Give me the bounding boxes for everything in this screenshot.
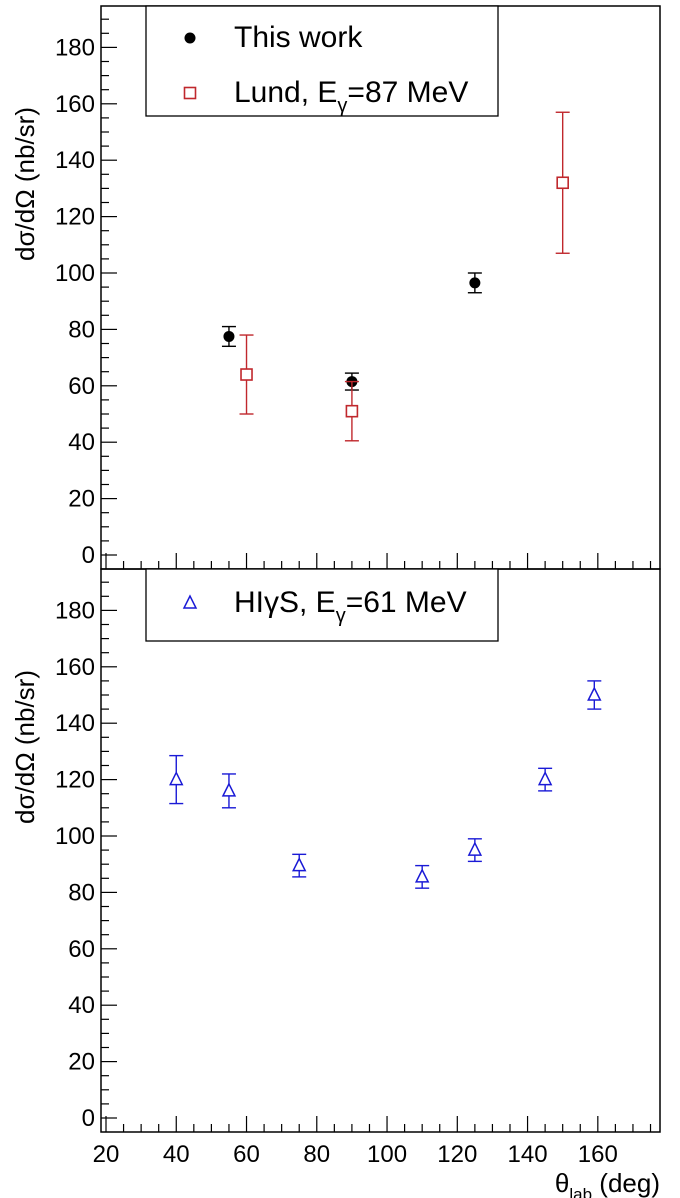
x-tick-label: 120 xyxy=(437,1141,477,1168)
y-tick-label: 0 xyxy=(82,1105,95,1132)
y-axis-title: dσ/dΩ (nb/sr) xyxy=(10,670,40,824)
data-point-triangle-4 xyxy=(467,841,483,856)
data-point-triangle-2 xyxy=(292,856,307,872)
data-point-triangle-5 xyxy=(537,770,553,786)
y-tick-label: 140 xyxy=(55,147,95,174)
y-tick-label: 20 xyxy=(68,1049,95,1076)
data-point-square-2 xyxy=(556,176,569,190)
x-tick-label: 40 xyxy=(163,1141,190,1168)
y-tick-label: 120 xyxy=(55,204,95,231)
y-tick-label: 120 xyxy=(55,767,95,794)
x-tick-label: 140 xyxy=(508,1141,548,1168)
series-2 xyxy=(239,111,570,442)
x-axis-title: θlab (deg) xyxy=(555,1168,660,1198)
y-tick-label: 180 xyxy=(55,597,95,624)
y-tick-label: 60 xyxy=(68,373,95,400)
y-tick-label: 0 xyxy=(82,542,95,569)
y-tick-label: 40 xyxy=(68,992,95,1019)
top-panel: 0 20 40 60 80 100 120 140 160 180 dσ/dΩ (nb/sr) Thi… xyxy=(10,5,661,570)
y-tick-label: 160 xyxy=(55,91,95,118)
data-point-triangle-3 xyxy=(414,868,430,883)
y-tick-label: 80 xyxy=(68,316,95,343)
y-tick-label: 80 xyxy=(68,879,95,906)
data-point-triangle-legend-0 xyxy=(182,594,198,609)
x-tick-label: 100 xyxy=(367,1141,407,1168)
legend-label-1: HIγS, Eγ=61 MeV xyxy=(234,586,467,627)
data-point-circle-2 xyxy=(469,277,481,289)
x-tick-label: 80 xyxy=(303,1141,330,1168)
data-point-triangle-6 xyxy=(587,686,602,701)
data-point-triangle-1 xyxy=(221,782,237,797)
legend-box xyxy=(145,568,499,642)
y-tick-label: 100 xyxy=(55,260,95,287)
legend-label-1: This work xyxy=(234,21,363,54)
x-tick-label: 160 xyxy=(578,1141,618,1168)
data-point-square-0 xyxy=(240,368,253,381)
series-1 xyxy=(169,680,602,889)
y-tick-label: 180 xyxy=(55,34,95,61)
y-tick-label: 20 xyxy=(68,486,95,513)
y-tick-label: 40 xyxy=(68,429,95,456)
bottom-panel: 0 20 40 60 80 100 120 140 160 180 dσ/dΩ (nb/sr) 20 4… xyxy=(10,568,661,1198)
data-point-triangle-0 xyxy=(169,770,184,786)
legend-label-2: Lund, Eγ=87 MeV xyxy=(234,76,468,117)
series-1 xyxy=(221,272,482,391)
y-tick-label: 60 xyxy=(68,936,95,963)
data-point-square-legend-1 xyxy=(183,86,197,100)
y-tick-label: 140 xyxy=(55,710,95,737)
data-point-square-1 xyxy=(345,404,359,418)
y-tick-label: 160 xyxy=(55,654,95,681)
plot-frame xyxy=(100,568,661,1133)
data-point-circle-0 xyxy=(223,330,235,342)
x-tick-label: 20 xyxy=(93,1141,120,1168)
legend-box xyxy=(145,5,499,117)
x-tick-label: 60 xyxy=(233,1141,260,1168)
y-tick-label: 100 xyxy=(55,823,95,850)
data-point-circle-legend-0 xyxy=(184,32,196,44)
y-axis-title: dσ/dΩ (nb/sr) xyxy=(10,107,40,261)
